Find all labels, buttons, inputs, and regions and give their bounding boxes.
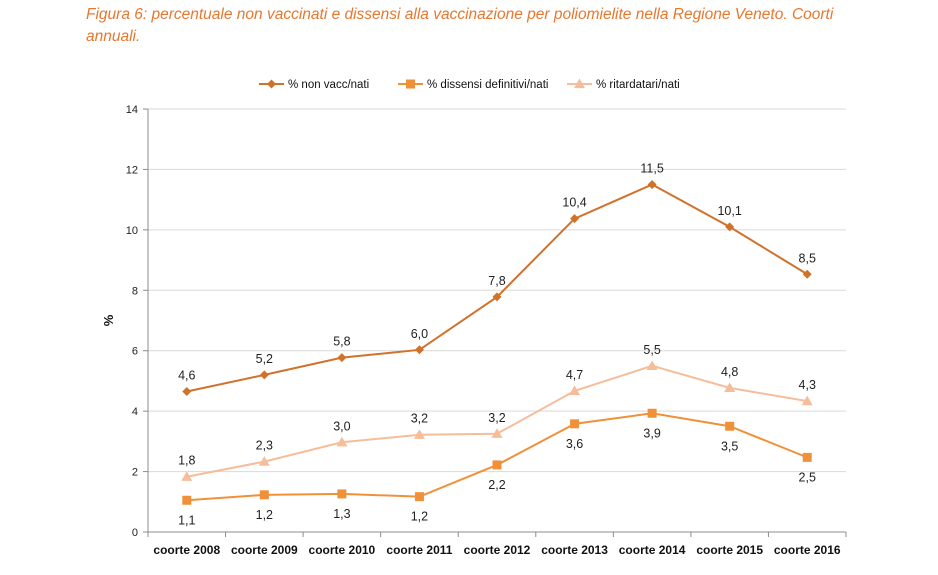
legend-label: % ritardatari/nati bbox=[596, 79, 680, 91]
data-label: 1,2 bbox=[411, 510, 428, 524]
x-tick-label: coorte 2014 bbox=[619, 543, 686, 557]
triangle-marker bbox=[413, 429, 425, 439]
square-marker bbox=[725, 421, 735, 431]
diamond-marker bbox=[570, 214, 580, 224]
data-label: 1,2 bbox=[256, 508, 273, 522]
diamond-marker bbox=[182, 387, 192, 397]
x-tick-label: coorte 2011 bbox=[386, 543, 452, 557]
diamond-marker bbox=[802, 269, 812, 279]
triangle-marker bbox=[258, 456, 270, 466]
x-tick-label: coorte 2013 bbox=[541, 543, 608, 557]
x-tick-label: coorte 2012 bbox=[464, 543, 531, 557]
data-label: 5,2 bbox=[256, 352, 273, 366]
triangle-marker bbox=[569, 385, 581, 396]
triangle-marker bbox=[801, 395, 813, 406]
data-label: 2,5 bbox=[799, 470, 816, 484]
square-marker bbox=[337, 489, 347, 499]
diamond-marker bbox=[337, 353, 347, 363]
square-marker bbox=[492, 460, 502, 470]
legend-label: % non vacc/nati bbox=[288, 79, 369, 91]
square-marker bbox=[570, 419, 580, 429]
series-line bbox=[186, 183, 808, 393]
data-label: 5,5 bbox=[643, 343, 660, 357]
x-tick-label: coorte 2008 bbox=[153, 543, 220, 557]
data-label: 11,5 bbox=[640, 162, 663, 176]
square-marker bbox=[406, 79, 415, 89]
series-1: 4,6 5,2 5,8 6,0 7,8 10,4 11,5 10,1 8,5 bbox=[178, 162, 816, 397]
data-label: 5,8 bbox=[333, 335, 350, 349]
legend-item-3: % ritardatari/nati bbox=[567, 78, 680, 91]
data-label: 4,6 bbox=[178, 369, 195, 383]
y-tick-label: 8 bbox=[132, 285, 138, 297]
data-label: 4,8 bbox=[721, 365, 738, 379]
data-label: 1,3 bbox=[333, 507, 350, 521]
series-3: 1,8 2,3 3,0 3,2 3,2 4,7 5,5 4,8 4,3 bbox=[178, 343, 816, 481]
x-tick-label: coorte 2015 bbox=[696, 543, 763, 557]
square-marker bbox=[259, 490, 269, 500]
y-tick-label: 2 bbox=[132, 467, 138, 479]
data-label: 6,0 bbox=[411, 327, 428, 341]
data-label: 7,8 bbox=[488, 274, 505, 288]
diamond-marker bbox=[259, 370, 269, 380]
diamond-marker bbox=[414, 345, 424, 355]
data-label: 3,2 bbox=[411, 412, 428, 426]
y-tick-label: 12 bbox=[126, 164, 138, 176]
square-marker bbox=[647, 408, 657, 418]
legend-label: % dissensi definitivi/nati bbox=[427, 79, 548, 91]
data-label: 3,2 bbox=[488, 411, 505, 425]
data-label: 10,4 bbox=[562, 196, 586, 210]
data-label: 10,1 bbox=[717, 204, 741, 218]
data-label: 4,3 bbox=[799, 378, 816, 392]
y-tick-label: 14 bbox=[126, 104, 138, 116]
series-2: 1,1 1,2 1,3 1,2 2,2 3,6 3,9 3,5 2,5 bbox=[178, 408, 816, 527]
triangle-marker bbox=[491, 428, 503, 438]
data-label: 3,5 bbox=[721, 439, 738, 453]
y-tick-label: 4 bbox=[132, 406, 138, 418]
data-label: 3,6 bbox=[566, 437, 583, 451]
triangle-marker bbox=[181, 471, 193, 481]
data-label: 4,7 bbox=[566, 368, 583, 382]
axes: 0 2 4 6 8 10 12 14 coorte 2008 coorte 2009 coorte … bbox=[126, 104, 847, 557]
legend-item-2: % dissensi definitivi/nati bbox=[398, 79, 548, 91]
data-label: 3,9 bbox=[643, 426, 660, 440]
square-marker bbox=[182, 495, 192, 505]
diamond-marker bbox=[725, 222, 735, 232]
x-tick-label: coorte 2010 bbox=[309, 543, 376, 557]
data-label: 8,5 bbox=[799, 251, 816, 265]
gridlines bbox=[148, 108, 846, 473]
data-label: 3,0 bbox=[333, 419, 350, 433]
x-tick-label: coorte 2016 bbox=[774, 543, 841, 557]
diamond-marker bbox=[267, 79, 276, 89]
legend: % non vacc/nati % dissensi definitivi/nat… bbox=[259, 78, 680, 91]
data-label: 1,1 bbox=[178, 513, 195, 527]
legend-item-1: % non vacc/nati bbox=[259, 79, 369, 91]
triangle-marker bbox=[646, 360, 658, 370]
series-group: 4,65,25,86,07,810,411,510,18,51,1 1,2 1,3 1… bbox=[178, 162, 816, 528]
data-label: 1,8 bbox=[178, 454, 195, 468]
triangle-marker bbox=[724, 382, 736, 393]
triangle-marker bbox=[336, 436, 348, 447]
y-axis-label: % bbox=[101, 314, 116, 326]
x-tick-label: coorte 2009 bbox=[231, 543, 298, 557]
square-marker bbox=[414, 492, 424, 502]
y-tick-label: 6 bbox=[132, 346, 138, 358]
y-tick-label: 0 bbox=[132, 527, 138, 539]
diamond-marker bbox=[647, 180, 657, 190]
triangle-marker bbox=[574, 78, 585, 89]
square-marker bbox=[802, 452, 812, 462]
figure-caption: Figura 6: percentuale non vaccinati e di… bbox=[86, 6, 834, 45]
data-label: 2,3 bbox=[256, 439, 273, 453]
data-label: 2,2 bbox=[488, 478, 505, 492]
diamond-marker bbox=[492, 292, 502, 302]
y-tick-label: 10 bbox=[126, 225, 138, 237]
